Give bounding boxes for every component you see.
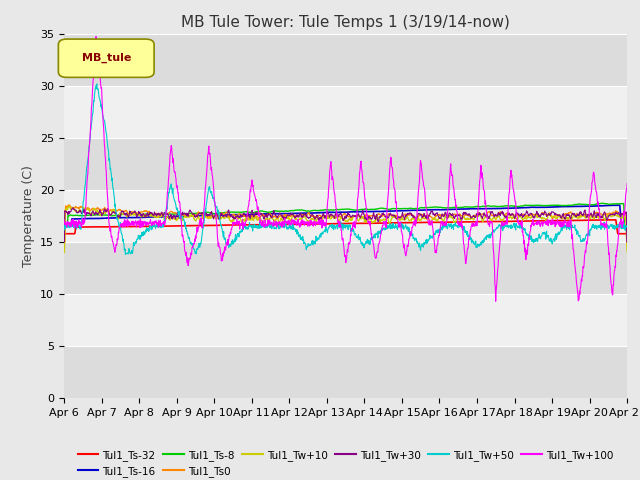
Bar bbox=[64, 34, 627, 86]
Bar bbox=[64, 138, 627, 190]
Y-axis label: Temperature (C): Temperature (C) bbox=[22, 165, 35, 267]
Bar bbox=[64, 242, 627, 294]
FancyBboxPatch shape bbox=[58, 39, 154, 77]
Text: MB_tule: MB_tule bbox=[81, 53, 131, 63]
Legend: Tul1_Ts-32, Tul1_Ts-16, Tul1_Ts-8, Tul1_Ts0, Tul1_Tw+10, Tul1_Tw+30, Tul1_Tw+50,: Tul1_Ts-32, Tul1_Ts-16, Tul1_Ts-8, Tul1_… bbox=[74, 445, 618, 480]
Title: MB Tule Tower: Tule Temps 1 (3/19/14-now): MB Tule Tower: Tule Temps 1 (3/19/14-now… bbox=[181, 15, 510, 30]
Bar bbox=[64, 346, 627, 398]
